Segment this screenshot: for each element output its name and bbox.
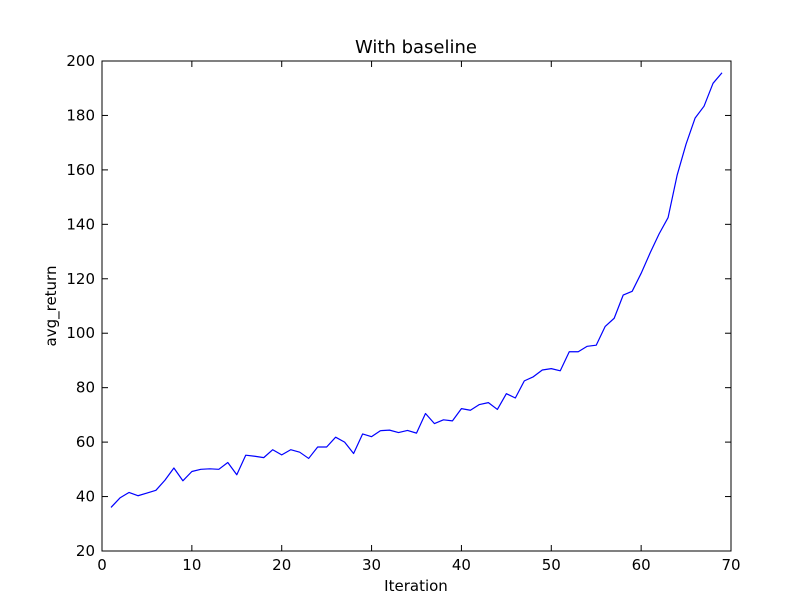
y-tick-label: 100 [66,324,95,342]
x-tick-label: 40 [452,556,471,574]
y-tick-label: 40 [76,488,95,506]
y-tick-label: 80 [76,379,95,397]
x-tick-label: 30 [362,556,381,574]
y-tick-label: 200 [66,52,95,70]
series-line [110,72,723,508]
y-tick-label: 20 [76,542,95,560]
chart-title: With baseline [355,37,477,58]
x-tick-label: 60 [632,556,651,574]
y-axis-label: avg_return [42,266,61,347]
x-tick-label: 0 [97,556,107,574]
x-tick-label: 50 [542,556,561,574]
y-tick-label: 140 [66,215,95,233]
y-tick-label: 160 [66,161,95,179]
y-axis: 20 40 60 80 100 120 140 160 180 200 [66,52,731,560]
plot-area [101,60,732,552]
y-tick-label: 60 [76,433,95,451]
x-axis: 0 10 20 30 40 50 60 70 [97,61,741,574]
y-tick-label: 180 [66,106,95,124]
x-tick-label: 70 [721,556,740,574]
x-tick-label: 10 [182,556,201,574]
x-tick-label: 20 [272,556,291,574]
y-tick-label: 120 [66,270,95,288]
x-axis-label: Iteration [384,577,448,595]
plot-frame [101,60,732,552]
